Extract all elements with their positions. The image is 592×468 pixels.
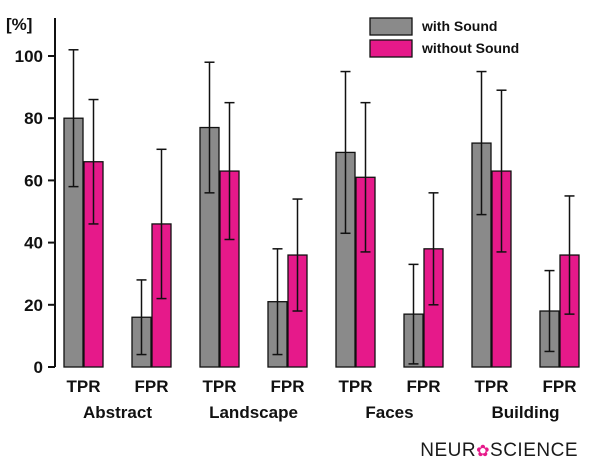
- y-tick-label: 0: [34, 358, 43, 377]
- logo-text-left: NEUR: [420, 440, 477, 461]
- legend-label: with Sound: [421, 18, 497, 34]
- x-category-label: FPR: [543, 377, 577, 396]
- y-tick-label: 100: [15, 47, 43, 66]
- x-category-label: FPR: [407, 377, 441, 396]
- x-group-label: Abstract: [83, 403, 152, 422]
- y-tick-label: 40: [24, 234, 43, 253]
- x-category-label: TPR: [203, 377, 237, 396]
- bars: [63, 49, 580, 368]
- legend-label: without Sound: [421, 40, 519, 56]
- x-group-label: Landscape: [209, 403, 298, 422]
- logo-o-icon: ✿: [476, 443, 491, 460]
- x-category-label: TPR: [67, 377, 101, 396]
- axes: [%] 0 20 40 60 80 100 TPR FPR TPR FPR TPR FPR TPR FPR A…: [6, 15, 577, 422]
- publisher-logo: NEUR✿SCIENCE: [420, 440, 578, 462]
- x-group-label: Faces: [365, 403, 413, 422]
- logo-text-right: SCIENCE: [490, 440, 578, 461]
- y-tick-label: 80: [24, 109, 43, 128]
- x-category-label: FPR: [135, 377, 169, 396]
- legend-swatch: [369, 39, 413, 58]
- x-category-label: FPR: [271, 377, 305, 396]
- legend-swatch: [369, 17, 413, 36]
- x-category-label: TPR: [475, 377, 509, 396]
- y-tick-label: 20: [24, 296, 43, 315]
- legend: with Sound without Sound: [369, 17, 519, 58]
- x-group-label: Building: [492, 403, 560, 422]
- x-category-label: TPR: [339, 377, 373, 396]
- y-axis-label: [%]: [6, 15, 32, 34]
- y-tick-label: 60: [24, 171, 43, 190]
